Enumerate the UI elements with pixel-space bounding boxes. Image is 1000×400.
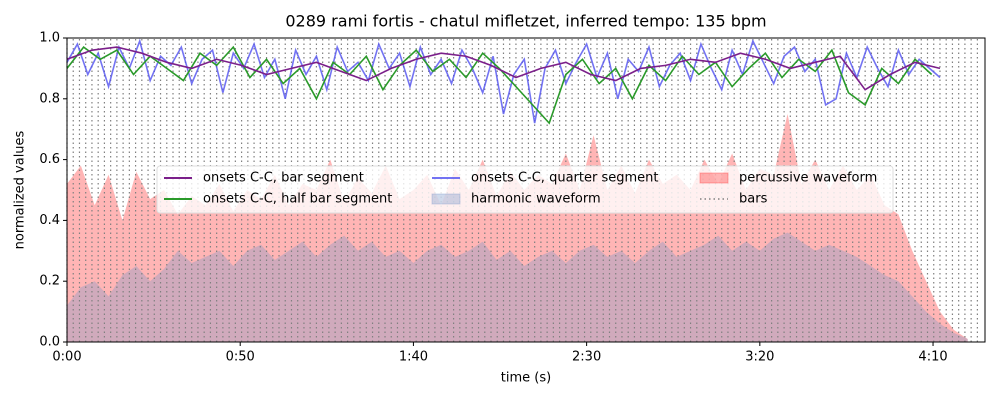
- x-tick-label: 3:20: [745, 350, 774, 365]
- y-axis-label: normalized values: [13, 130, 28, 249]
- legend-label: onsets C-C, half bar segment: [203, 192, 392, 207]
- y-tick-label: 0.2: [39, 274, 60, 289]
- x-tick-label: 4:10: [918, 350, 947, 365]
- legend-swatch: [699, 172, 729, 184]
- y-tick-label: 0.4: [39, 213, 60, 228]
- legend-label: harmonic waveform: [471, 192, 601, 207]
- waveform-area: [67, 114, 968, 342]
- onset-line: [66, 38, 941, 124]
- legend: onsets C-C, bar segment onsets C-C, half …: [156, 165, 894, 214]
- x-tick-label: 2:30: [572, 350, 601, 365]
- chart-title: 0289 rami fortis - chatul mifletzet, inf…: [285, 12, 766, 31]
- x-axis-label: time (s): [501, 371, 551, 386]
- x-tick-label: 0:00: [52, 350, 81, 365]
- y-tick-label: 1.0: [39, 31, 60, 46]
- onset-line: [66, 46, 941, 91]
- plot-frame: [66, 37, 986, 343]
- waveform-area: [67, 232, 968, 342]
- legend-swatch: [431, 193, 461, 205]
- x-tick-label: 0:50: [226, 350, 255, 365]
- y-tick-label: 0.6: [39, 152, 60, 167]
- y-tick-label: 0.8: [39, 91, 60, 106]
- y-tick-label: 0.0: [39, 335, 60, 350]
- onset-line: [66, 45, 933, 125]
- legend-label: onsets C-C, quarter segment: [471, 171, 658, 186]
- x-tick-label: 1:40: [399, 350, 428, 365]
- legend-box: [156, 165, 894, 214]
- legend-label: percussive waveform: [739, 171, 877, 186]
- legend-label: onsets C-C, bar segment: [203, 171, 364, 186]
- legend-label: bars: [739, 192, 768, 207]
